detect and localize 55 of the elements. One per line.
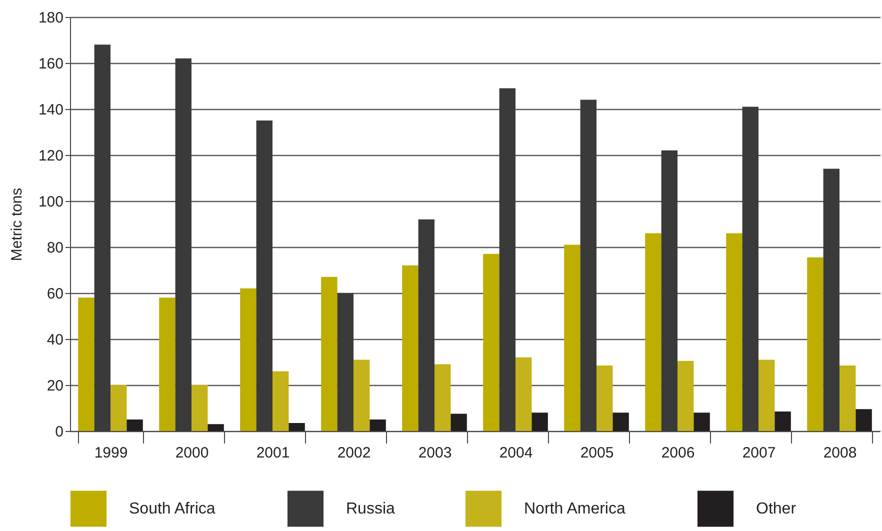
bar bbox=[240, 288, 256, 431]
x-tick-label: 2007 bbox=[742, 444, 776, 462]
bar bbox=[694, 412, 710, 431]
bar bbox=[370, 420, 386, 431]
bar bbox=[807, 257, 824, 431]
bar bbox=[516, 357, 532, 431]
bar bbox=[126, 420, 143, 431]
legend-label: North America bbox=[524, 500, 626, 518]
x-tick-label: 2001 bbox=[256, 444, 290, 462]
x-tick-label: 2000 bbox=[175, 444, 209, 462]
bar bbox=[208, 424, 224, 431]
bar bbox=[483, 254, 500, 431]
bar bbox=[612, 412, 629, 431]
y-tick-label: 0 bbox=[55, 424, 64, 440]
bar bbox=[758, 360, 775, 431]
bar bbox=[288, 422, 305, 431]
y-tick-label: 120 bbox=[38, 148, 64, 164]
bar bbox=[840, 365, 856, 431]
y-tick-label: 40 bbox=[46, 332, 64, 348]
y-tick-label: 20 bbox=[46, 378, 64, 394]
bar bbox=[110, 385, 127, 431]
x-tick-label: 2005 bbox=[580, 444, 614, 462]
x-tick-label: 2006 bbox=[661, 444, 695, 462]
bar bbox=[450, 414, 467, 431]
bar bbox=[596, 365, 613, 431]
legend-label: Other bbox=[756, 500, 797, 518]
y-tick-label: 160 bbox=[38, 56, 64, 72]
bar bbox=[678, 360, 694, 431]
y-tick-label: 180 bbox=[38, 10, 64, 26]
bar bbox=[321, 276, 338, 431]
bar bbox=[354, 360, 370, 431]
bar bbox=[272, 371, 289, 431]
bar bbox=[402, 265, 418, 431]
bar bbox=[532, 412, 548, 431]
x-tick-label: 1999 bbox=[94, 444, 128, 462]
x-tick-label: 2003 bbox=[418, 444, 452, 462]
legend-label: South Africa bbox=[129, 500, 216, 518]
y-axis-title: Metric tons bbox=[8, 188, 26, 262]
bar bbox=[434, 364, 451, 431]
bar bbox=[774, 411, 791, 431]
bar bbox=[726, 233, 742, 431]
x-tick-label: 2008 bbox=[823, 444, 857, 462]
bar bbox=[856, 409, 872, 431]
y-tick-label: 60 bbox=[46, 286, 64, 302]
bar bbox=[564, 244, 580, 431]
x-tick-label: 2004 bbox=[499, 444, 533, 462]
legend-label: Russia bbox=[346, 500, 396, 518]
bar bbox=[192, 385, 208, 431]
bar bbox=[78, 298, 94, 431]
bar bbox=[645, 233, 662, 431]
y-tick-label: 80 bbox=[46, 240, 64, 256]
y-tick-label: 100 bbox=[38, 194, 64, 210]
bar bbox=[159, 298, 176, 431]
y-tick-label: 140 bbox=[38, 102, 64, 118]
x-tick-label: 2002 bbox=[337, 444, 371, 462]
